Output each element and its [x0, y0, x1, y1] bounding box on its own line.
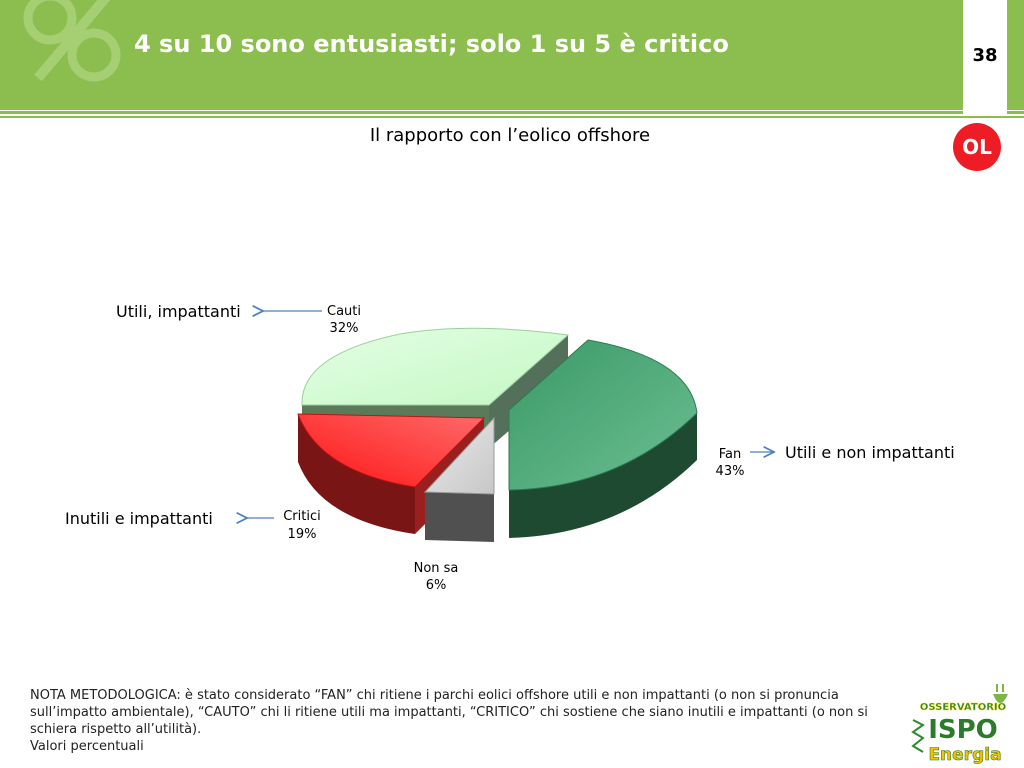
slice-value-critici: 19%: [288, 527, 317, 542]
pie-slice-fan-side: [509, 413, 697, 538]
annotation-cauti: Utili, impattanti: [116, 302, 241, 321]
ispo-energia-logo: OSSERVATORIO ISPO Energia: [911, 684, 1008, 765]
slice-label-fan: Fan: [719, 447, 742, 462]
pie-slice-nonsa-side: [425, 492, 494, 542]
annotation-fan: Utili e non impattanti: [785, 443, 955, 462]
slice-label-cauti: Cauti: [327, 304, 361, 319]
percent-watermark-icon: [23, 0, 121, 82]
page-number-tab: [963, 0, 1007, 115]
header-divider: [0, 111, 1024, 114]
chart-title: Il rapporto con l’eolico offshore: [369, 125, 651, 146]
slice-value-cauti: 32%: [330, 321, 359, 336]
pie-slice-fan: [508, 339, 698, 491]
values-note: Valori percentuali: [30, 739, 144, 754]
logo-bottom-text: Energia: [928, 745, 1001, 765]
methodology-note: NOTA METODOLOGICA: è stato considerato “…: [30, 687, 900, 755]
pie-slice-critici-side: [298, 414, 415, 534]
page-number: 38: [972, 45, 998, 66]
pie-slice-nonsa: [423, 416, 495, 495]
slice-value-nonsa: 6%: [426, 578, 447, 593]
pie-slice-critici: [297, 413, 486, 488]
pie-slice-cauti: [301, 327, 570, 406]
plug-icon: [993, 694, 1008, 703]
logo-middle-text: ISPO: [928, 715, 998, 745]
header-divider-thin: [0, 116, 1024, 118]
annotation-critici: Inutili e impattanti: [65, 509, 213, 528]
header-bar: [0, 0, 1024, 110]
slice-value-fan: 43%: [716, 464, 745, 479]
logo-top-text: OSSERVATORIO: [920, 702, 1006, 713]
zigzag-icon: [911, 719, 925, 753]
methodology-note-text: NOTA METODOLOGICA: è stato considerato “…: [30, 688, 868, 737]
ol-badge: OL: [953, 123, 1001, 171]
page-title: 4 su 10 sono entusiasti; solo 1 su 5 è c…: [134, 30, 729, 58]
slice-label-nonsa: Non sa: [414, 561, 459, 576]
slice-label-critici: Critici: [283, 509, 321, 524]
